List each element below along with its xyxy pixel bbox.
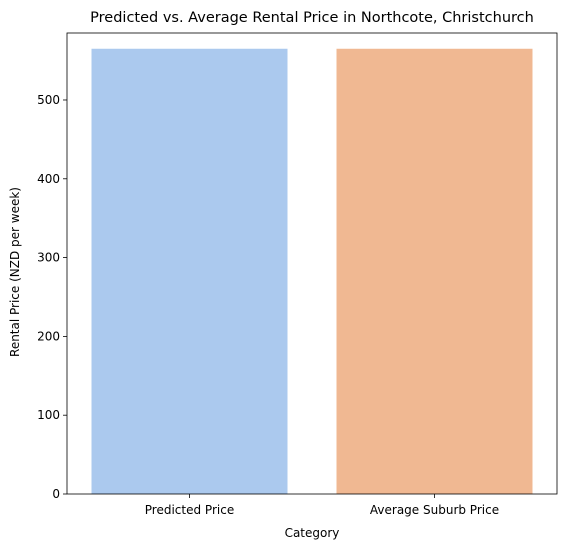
bar-2 bbox=[336, 48, 533, 494]
y-tick-label-3: 200 bbox=[37, 329, 60, 343]
y-tick-label-4: 300 bbox=[37, 251, 60, 265]
bar-1 bbox=[91, 48, 288, 494]
y-tick-label-1: 0 bbox=[52, 487, 60, 501]
y-axis-label: Rental Price (NZD per week) bbox=[8, 187, 22, 357]
chart-title: Predicted vs. Average Rental Price in No… bbox=[90, 10, 534, 26]
x-tick-label-1: Predicted Price bbox=[145, 503, 234, 517]
plot-area: Predicted Price Average Suburb Price 0 100 2… bbox=[37, 32, 558, 517]
x-axis-label: Category bbox=[285, 526, 340, 540]
y-tick-label-2: 100 bbox=[37, 408, 60, 422]
y-tick-label-6: 500 bbox=[37, 93, 60, 107]
x-tick-label-2: Average Suburb Price bbox=[370, 503, 499, 517]
axes-frame bbox=[66, 32, 558, 495]
y-tick-label-5: 400 bbox=[37, 172, 60, 186]
